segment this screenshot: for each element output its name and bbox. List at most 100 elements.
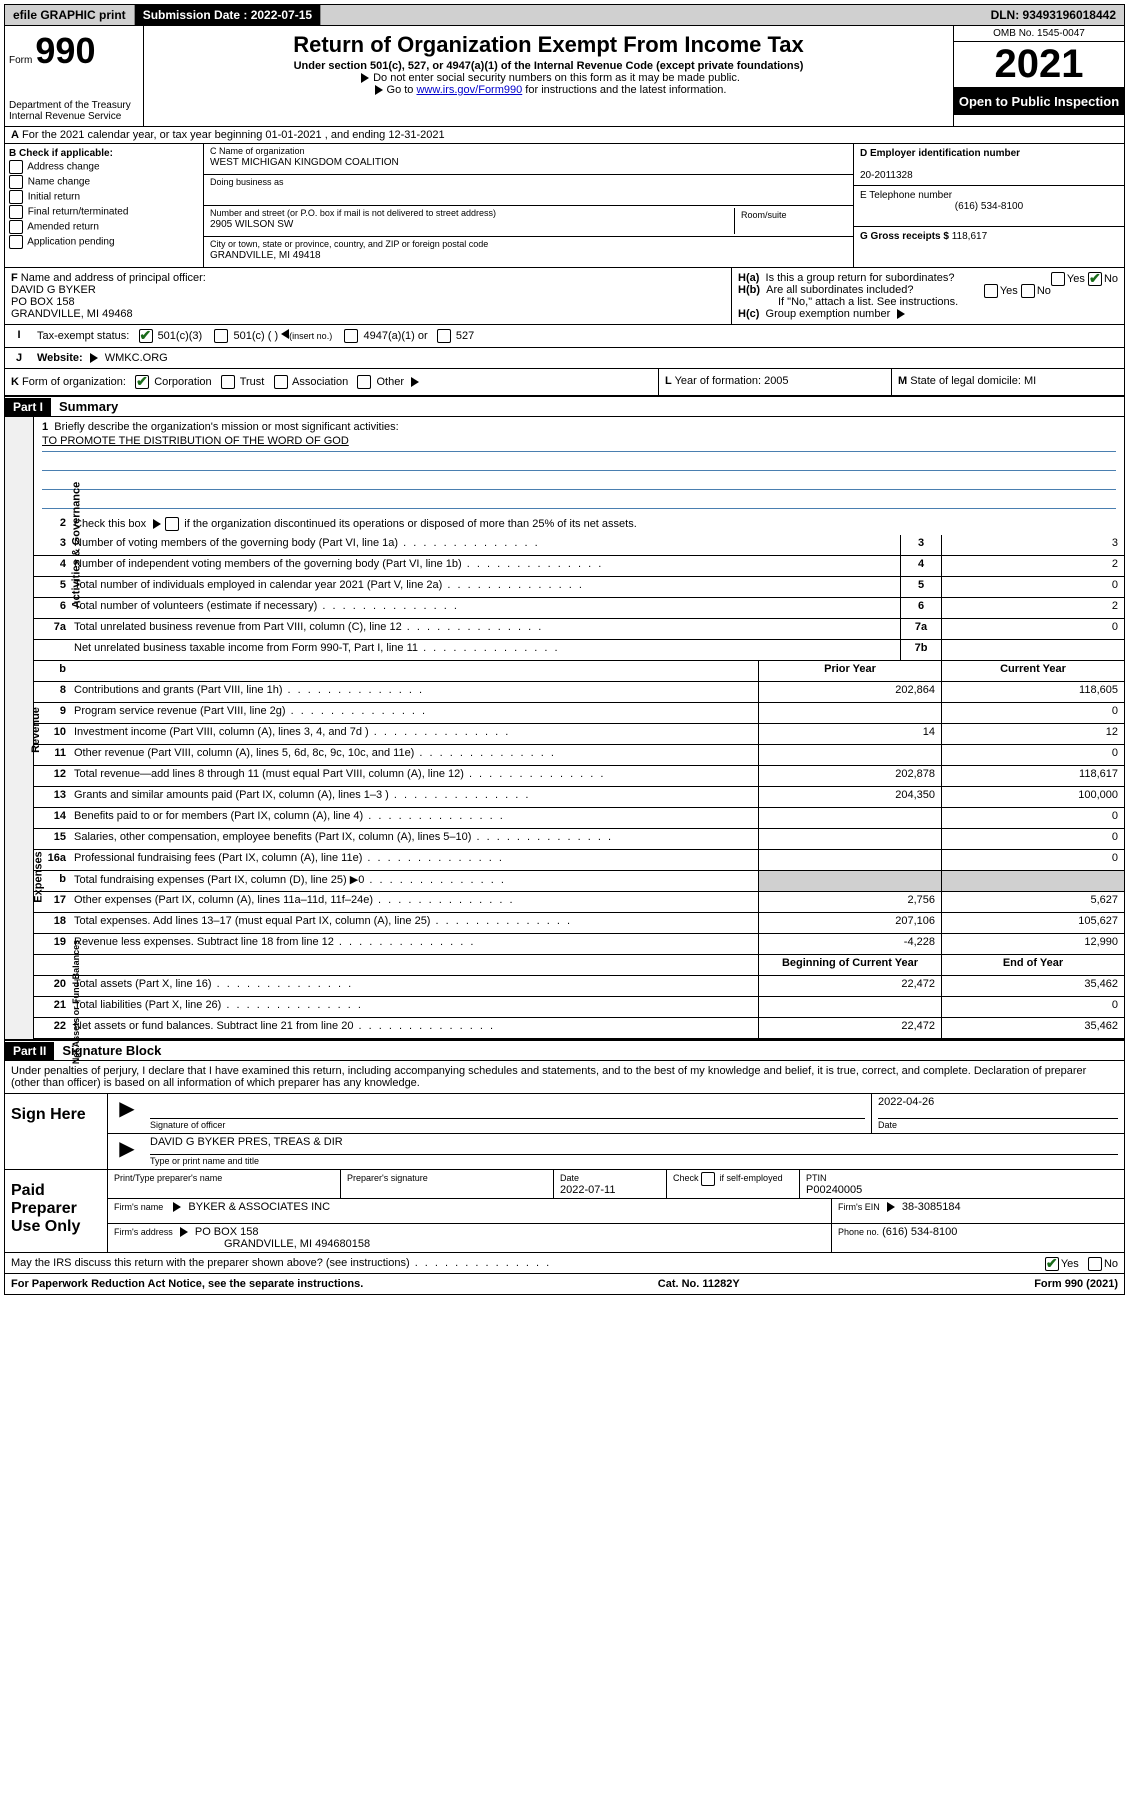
prior-year-header: Prior Year xyxy=(758,661,941,681)
check-name-change[interactable]: Name change xyxy=(9,175,199,189)
firm-ein: 38-3085184 xyxy=(902,1201,961,1213)
penalties-text: Under penalties of perjury, I declare th… xyxy=(5,1061,1124,1094)
checkbox-icon[interactable] xyxy=(274,375,288,389)
summary-line: 7aTotal unrelated business revenue from … xyxy=(34,619,1124,640)
part1-label: Part I xyxy=(5,398,51,416)
checkbox-icon[interactable] xyxy=(135,375,149,389)
checkbox-icon[interactable] xyxy=(9,220,23,234)
checkbox-icon[interactable] xyxy=(1088,272,1102,286)
gross-label: G Gross receipts $ xyxy=(860,231,949,242)
footer-right: Form 990 (2021) xyxy=(1034,1278,1118,1290)
firm-phone: (616) 534-8100 xyxy=(882,1226,957,1238)
summary-line: 3Number of voting members of the governi… xyxy=(34,535,1124,556)
omb-number: OMB No. 1545-0047 xyxy=(954,26,1124,42)
officer-name: DAVID G BYKER xyxy=(11,284,96,296)
checkbox-icon[interactable] xyxy=(9,190,23,204)
org-name: WEST MICHIGAN KINGDOM COALITION xyxy=(210,157,399,168)
name-label: C Name of organization xyxy=(210,146,305,156)
summary-line: 6Total number of volunteers (estimate if… xyxy=(34,598,1124,619)
checkbox-icon[interactable] xyxy=(1021,284,1035,298)
checkbox-icon[interactable] xyxy=(1051,272,1065,286)
checkbox-icon[interactable] xyxy=(1088,1257,1102,1271)
sign-arrow: ▶ xyxy=(108,1134,144,1169)
summary-line: 15Salaries, other compensation, employee… xyxy=(34,829,1124,850)
officer-addr2: GRANDVILLE, MI 49468 xyxy=(11,308,133,320)
irs-link[interactable]: www.irs.gov/Form990 xyxy=(416,84,522,96)
arrow-icon xyxy=(180,1227,188,1237)
checkbox-icon[interactable] xyxy=(9,205,23,219)
net-header: Beginning of Current Year End of Year xyxy=(34,955,1124,976)
checkbox-icon[interactable] xyxy=(437,329,451,343)
part2-label: Part II xyxy=(5,1042,54,1060)
checkbox-icon[interactable] xyxy=(701,1172,715,1186)
checkbox-icon[interactable] xyxy=(139,329,153,343)
end-year-header: End of Year xyxy=(941,955,1124,975)
checkbox-icon[interactable] xyxy=(221,375,235,389)
summary-line: 17Other expenses (Part IX, column (A), l… xyxy=(34,892,1124,913)
summary-line: 14Benefits paid to or for members (Part … xyxy=(34,808,1124,829)
checkbox-icon[interactable] xyxy=(9,160,23,174)
check-amended[interactable]: Amended return xyxy=(9,220,199,234)
sign-date: 2022-04-26 xyxy=(878,1096,934,1108)
tel-label: E Telephone number xyxy=(860,190,952,201)
firm-addr1: PO BOX 158 xyxy=(195,1226,259,1238)
summary-line: 20Total assets (Part X, line 16)22,47235… xyxy=(34,976,1124,997)
form-number: 990 xyxy=(35,30,95,71)
efile-print-btn[interactable]: efile GRAPHIC print xyxy=(5,5,135,25)
open-public: Open to Public Inspection xyxy=(954,88,1124,115)
tel-value: (616) 534-8100 xyxy=(955,201,1023,212)
summary-line: 16aProfessional fundraising fees (Part I… xyxy=(34,850,1124,871)
checkbox-icon[interactable] xyxy=(9,235,23,249)
check-initial-return[interactable]: Initial return xyxy=(9,190,199,204)
summary-line: 8Contributions and grants (Part VIII, li… xyxy=(34,682,1124,703)
side-governance: Activities & Governance xyxy=(5,417,34,661)
tax-year: 2021 xyxy=(954,42,1124,88)
date-label: Date xyxy=(878,1120,897,1130)
ein-value: 20-2011328 xyxy=(860,170,913,181)
checkbox-icon[interactable] xyxy=(214,329,228,343)
street-label: Number and street (or P.O. box if mail i… xyxy=(210,208,496,218)
checkbox-icon[interactable] xyxy=(357,375,371,389)
ptin: P00240005 xyxy=(806,1184,862,1196)
discuss-row: May the IRS discuss this return with the… xyxy=(5,1253,1124,1274)
check-app-pending[interactable]: Application pending xyxy=(9,235,199,249)
side-revenue: Revenue xyxy=(5,661,34,787)
mission-text: TO PROMOTE THE DISTRIBUTION OF THE WORD … xyxy=(42,435,1116,452)
expenses-section: Expenses 13Grants and similar amounts pa… xyxy=(5,787,1124,955)
sign-arrow: ▶ xyxy=(108,1094,144,1133)
section-klm: K Form of organization: Corporation Trus… xyxy=(5,369,1124,397)
checkbox-icon[interactable] xyxy=(984,284,998,298)
summary-line: bTotal fundraising expenses (Part IX, co… xyxy=(34,871,1124,892)
room-label: Room/suite xyxy=(741,210,787,220)
checkbox-icon[interactable] xyxy=(1045,1257,1059,1271)
section-j: J Website: WMKC.ORG xyxy=(5,348,1124,369)
summary-line: 22Net assets or fund balances. Subtract … xyxy=(34,1018,1124,1039)
name-title-label: Type or print name and title xyxy=(150,1156,259,1166)
submission-date: Submission Date : 2022-07-15 xyxy=(135,5,321,25)
checkbox-icon[interactable] xyxy=(165,517,179,531)
check-final-return[interactable]: Final return/terminated xyxy=(9,205,199,219)
footer-mid: Cat. No. 11282Y xyxy=(658,1278,740,1290)
section-f-h: F Name and address of principal officer:… xyxy=(5,268,1124,325)
summary-line: 9Program service revenue (Part VIII, lin… xyxy=(34,703,1124,724)
checkbox-icon[interactable] xyxy=(9,175,23,189)
checkbox-icon[interactable] xyxy=(344,329,358,343)
gross-value: 118,617 xyxy=(952,231,987,242)
sig-officer-label: Signature of officer xyxy=(150,1120,225,1130)
summary-line: 19Revenue less expenses. Subtract line 1… xyxy=(34,934,1124,955)
form-number-block: Form 990 Department of the Treasury Inte… xyxy=(5,26,144,126)
footer: For Paperwork Reduction Act Notice, see … xyxy=(5,1274,1124,1294)
firm-name: BYKER & ASSOCIATES INC xyxy=(188,1201,330,1213)
section-b-label: B Check if applicable: xyxy=(9,148,113,159)
section-h: H(a) Is this a group return for subordin… xyxy=(732,268,1124,324)
summary-line: 18Total expenses. Add lines 13–17 (must … xyxy=(34,913,1124,934)
arrow-icon xyxy=(173,1202,181,1212)
year-formation: Year of formation: 2005 xyxy=(675,375,789,387)
section-d-e-g: D Employer identification number 20-2011… xyxy=(853,144,1124,267)
check-address-change[interactable]: Address change xyxy=(9,160,199,174)
city-label: City or town, state or province, country… xyxy=(210,239,488,249)
prep-date: 2022-07-11 xyxy=(560,1184,615,1196)
arrow-icon xyxy=(375,85,383,95)
arrow-icon xyxy=(897,309,905,319)
side-net: Net Assets or Fund Balances xyxy=(5,955,34,1039)
